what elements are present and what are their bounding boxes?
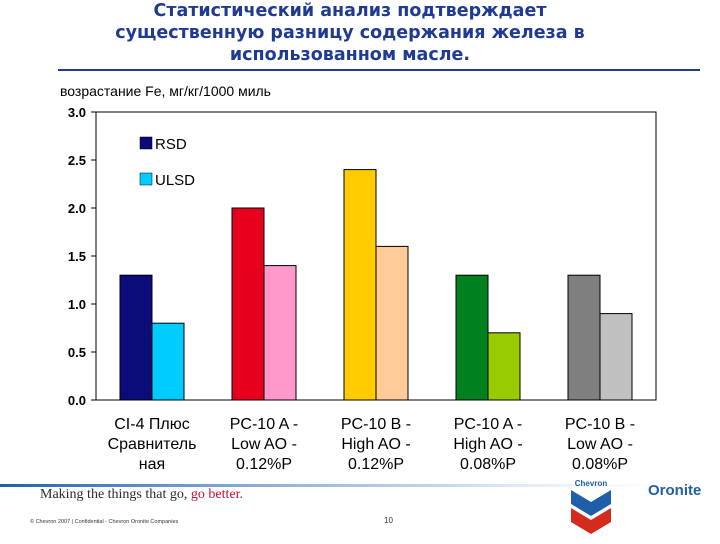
legend-swatch-rsd [139, 136, 153, 150]
x-tick-label: PC-10 A - [230, 416, 298, 433]
x-tick-label: Сравнитель [108, 436, 197, 453]
y-tick-label: 0.0 [68, 393, 86, 408]
bar-rsd [567, 274, 601, 401]
plot-area: 0.0 0.5 1.0 1.5 2.0 2.5 3.0 CI-4 Плюс Сравнитель… [68, 105, 657, 473]
page-number: 10 [384, 516, 393, 525]
x-tick-label: 0.12%P [236, 456, 292, 473]
footer-band [0, 484, 720, 487]
title-line-3: использованном масле. [229, 45, 471, 65]
title-line-1: Статистический анализ подтверждает [153, 1, 547, 21]
bar-ulsd [375, 245, 409, 401]
x-tick-label: PC-10 A - [454, 416, 522, 433]
bar-ulsd [599, 313, 633, 401]
y-tick-label: 1.5 [68, 249, 86, 264]
chevron-bottom-icon [571, 508, 611, 534]
y-tick-label: 1.0 [68, 297, 86, 312]
x-tick-label: ная [139, 456, 165, 473]
x-tick-label: CI-4 Плюс [114, 416, 190, 433]
slide-title: Статистический анализ подтверждает сущес… [40, 0, 660, 66]
footer-slogan: Making the things that go, go better. [40, 487, 243, 503]
bar-rsd [455, 274, 489, 401]
slogan-text: Making the things that go, [40, 487, 191, 502]
x-tick-label: Low AO - [567, 436, 633, 453]
y-axis-label: возрастание Fe, мг/кг/1000 миль [60, 83, 271, 99]
x-tick-label: High AO - [453, 436, 522, 453]
legend-swatch-ulsd [139, 172, 153, 186]
slogan-accent: go better. [190, 487, 243, 502]
legend-label-ulsd: ULSD [155, 172, 195, 189]
oronite-brand: Oronite [648, 482, 702, 499]
chevron-top-icon [571, 490, 611, 516]
x-tick-label: Low AO - [231, 436, 297, 453]
chevron-logo-text: Chevron [575, 479, 608, 488]
x-tick-label: PC-10 B - [565, 416, 635, 433]
bar-ulsd [151, 322, 185, 401]
x-tick-label: 0.08%P [572, 456, 628, 473]
x-tick-label: 0.12%P [348, 456, 404, 473]
x-tick-label: High AO - [341, 436, 410, 453]
title-divider [58, 69, 700, 71]
y-tick-label: 3.0 [68, 105, 86, 120]
x-tick-label: 0.08%P [460, 456, 516, 473]
x-tick-label: PC-10 B - [341, 416, 411, 433]
y-tick-label: 2.0 [68, 201, 86, 216]
y-tick-label: 2.5 [68, 153, 86, 168]
bar-rsd [343, 169, 377, 401]
title-line-2: существенную разницу содержания железа в [115, 23, 585, 43]
legend-label-rsd: RSD [155, 136, 187, 153]
copyright-text: © Chevron 2007 | Confidential - Chevron … [30, 519, 179, 525]
bar-ulsd [487, 332, 521, 401]
bar-rsd [119, 274, 153, 401]
bar-ulsd [263, 265, 297, 401]
chevron-logo: Chevron [571, 479, 611, 534]
bar-rsd [231, 207, 265, 401]
y-tick-label: 0.5 [68, 345, 86, 360]
